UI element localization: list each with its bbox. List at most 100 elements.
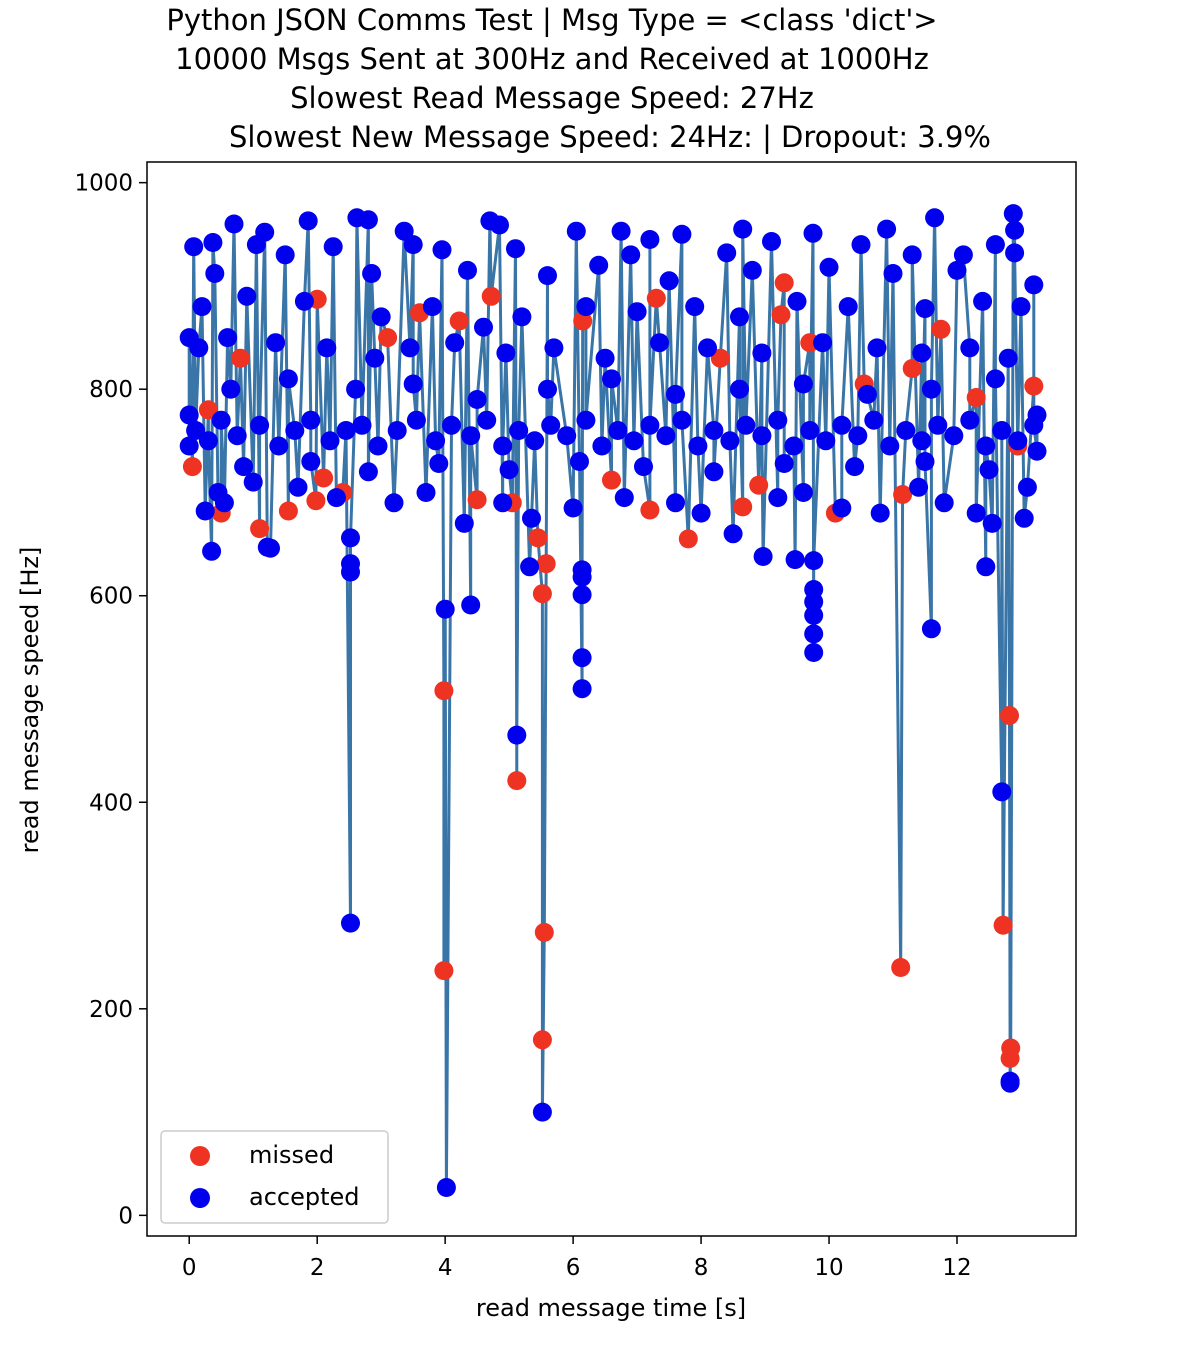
- point-accepted: [947, 260, 967, 280]
- point-accepted: [998, 348, 1018, 368]
- point-accepted: [416, 483, 436, 502]
- point-missed: [678, 529, 698, 549]
- point-accepted: [704, 421, 724, 440]
- point-missed: [250, 519, 270, 539]
- point-accepted: [493, 493, 513, 513]
- point-accepted: [1005, 243, 1025, 263]
- point-missed: [966, 388, 986, 407]
- point-accepted: [454, 513, 474, 533]
- point-accepted: [467, 390, 487, 409]
- x-tick-label: 6: [566, 1255, 581, 1281]
- point-accepted: [477, 410, 497, 430]
- point-accepted: [269, 436, 289, 456]
- point-accepted: [1017, 477, 1037, 497]
- point-accepted: [572, 560, 592, 580]
- point-accepted: [538, 379, 557, 399]
- point-accepted: [659, 271, 679, 291]
- point-accepted: [406, 410, 426, 430]
- point-missed: [771, 305, 791, 325]
- chart-title: Python JSON Comms Test | Msg Type = <cla…: [166, 3, 991, 154]
- point-accepted: [499, 460, 519, 480]
- point-missed: [602, 470, 621, 490]
- point-accepted: [205, 264, 225, 283]
- point-accepted: [352, 415, 372, 435]
- point-accepted: [341, 554, 360, 574]
- point-missed: [1000, 706, 1019, 725]
- point-missed: [749, 475, 769, 495]
- point-accepted: [346, 379, 366, 399]
- x-tick-label: 10: [814, 1255, 843, 1281]
- point-accepted: [566, 221, 586, 241]
- point-accepted: [928, 415, 948, 435]
- point-missed: [532, 1030, 552, 1050]
- point-missed: [993, 915, 1013, 935]
- point-missed: [646, 288, 666, 308]
- point-accepted: [634, 457, 653, 477]
- legend-box: [160, 1130, 389, 1224]
- point-missed: [507, 771, 527, 791]
- title-line-1: Python JSON Comms Test | Msg Type = <cla…: [166, 3, 937, 37]
- point-accepted: [720, 431, 740, 451]
- point-accepted: [358, 210, 378, 230]
- point-accepted: [592, 436, 612, 456]
- point-accepted: [982, 513, 1002, 533]
- point-accepted: [793, 483, 813, 502]
- point-accepted: [621, 245, 641, 265]
- point-accepted: [218, 328, 238, 348]
- point-accepted: [813, 333, 833, 353]
- legend-marker-accepted: [190, 1188, 210, 1208]
- point-accepted: [640, 415, 660, 435]
- point-accepted: [394, 221, 414, 241]
- point-missed: [278, 501, 298, 521]
- point-accepted: [902, 245, 922, 265]
- point-accepted: [1014, 508, 1034, 528]
- point-accepted: [880, 436, 900, 456]
- point-accepted: [557, 426, 577, 446]
- point-accepted: [666, 384, 685, 404]
- point-accepted: [234, 457, 254, 477]
- legend-marker-missed: [190, 1146, 210, 1166]
- point-accepted: [320, 431, 340, 451]
- point-accepted: [243, 472, 263, 492]
- point-accepted: [301, 452, 321, 471]
- point-accepted: [237, 286, 257, 306]
- point-accepted: [572, 585, 592, 605]
- point-accepted: [387, 421, 407, 440]
- point-accepted: [358, 462, 378, 482]
- point-accepted: [400, 338, 420, 358]
- point-missed: [891, 958, 911, 977]
- point-accepted: [341, 913, 360, 933]
- point-accepted: [595, 348, 615, 368]
- point-accepted: [368, 436, 388, 456]
- point-accepted: [976, 436, 996, 456]
- point-accepted: [909, 477, 929, 497]
- point-accepted: [323, 237, 343, 257]
- x-axis: 0 2 4 6 8 10 12: [182, 1236, 972, 1281]
- point-accepted: [864, 410, 884, 430]
- point-accepted: [445, 333, 465, 353]
- point-accepted: [672, 410, 692, 430]
- point-accepted: [966, 503, 986, 523]
- point-accepted: [435, 599, 455, 619]
- point-accepted: [317, 338, 337, 358]
- point-accepted: [688, 436, 708, 456]
- point-accepted: [608, 421, 628, 440]
- point-accepted: [261, 538, 280, 558]
- y-tick-label: 200: [89, 997, 133, 1023]
- y-axis: 0 200 400 600 800 1000: [74, 171, 147, 1229]
- point-accepted: [921, 379, 941, 399]
- point-accepted: [752, 343, 772, 363]
- point-accepted: [730, 379, 749, 399]
- point-accepted: [973, 291, 993, 311]
- point-accepted: [255, 222, 275, 242]
- point-accepted: [507, 725, 527, 745]
- point-accepted: [250, 415, 270, 435]
- point-accepted: [294, 291, 314, 311]
- point-accepted: [804, 580, 824, 599]
- point-accepted: [576, 297, 596, 317]
- point-accepted: [896, 421, 916, 440]
- plot-frame: [146, 161, 1077, 1237]
- point-accepted: [752, 426, 772, 446]
- point-accepted: [525, 431, 545, 451]
